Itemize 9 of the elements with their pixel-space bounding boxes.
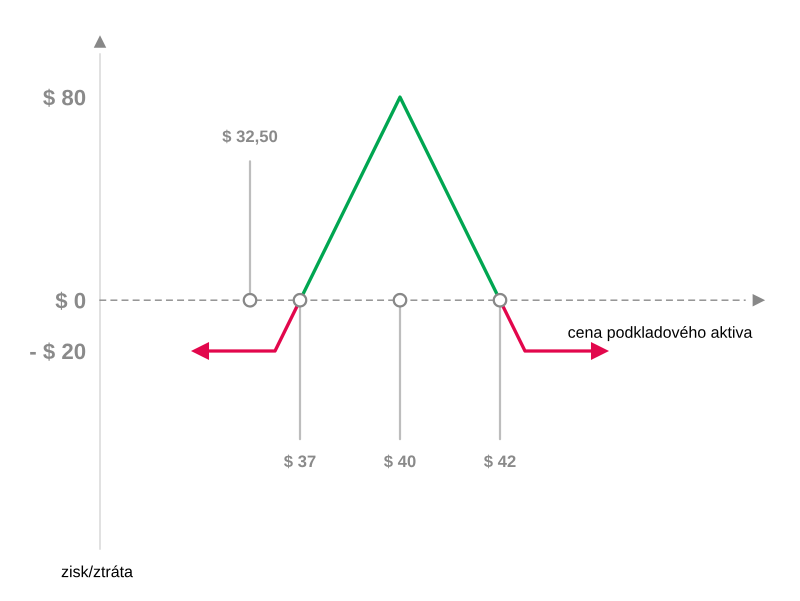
x-tick-label: $ 40 [384, 454, 416, 468]
y-tick-label: $ 80 [43, 88, 86, 107]
y-tick-label: $ 0 [56, 292, 86, 310]
x-tick-label: $ 42 [484, 454, 516, 468]
x-tick-label: $ 37 [284, 454, 316, 468]
x-axis-title: cena podkladového aktiva [568, 326, 752, 342]
x-tick-label: $ 32,50 [222, 130, 278, 145]
y-tick-label: - $ 20 [30, 342, 86, 361]
y-axis-title: zisk/ztráta [62, 565, 133, 578]
